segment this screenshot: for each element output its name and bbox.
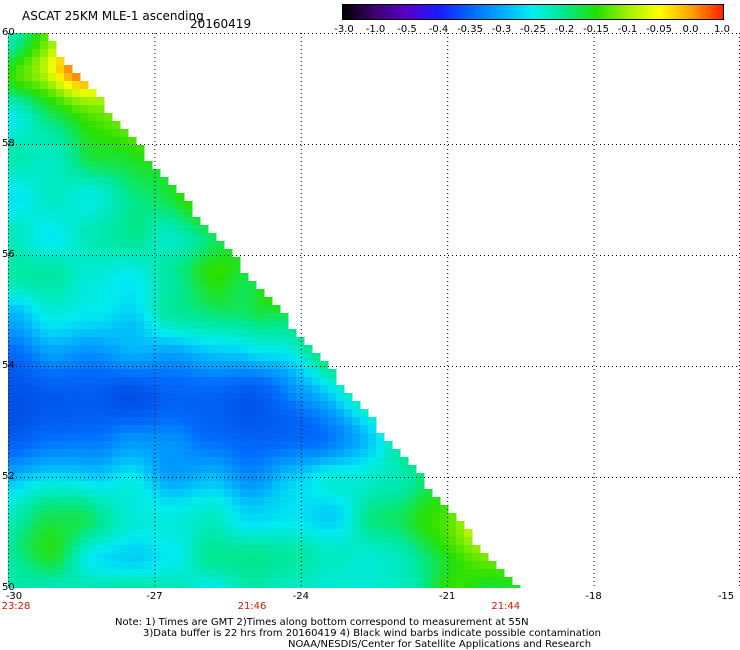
color-scale-tick: -0.15 bbox=[583, 24, 609, 35]
color-scale-tick: -1.0 bbox=[365, 24, 386, 35]
latitude-label: 52 bbox=[2, 471, 15, 482]
swath-data bbox=[8, 33, 521, 588]
latitude-label: 56 bbox=[2, 249, 15, 260]
time-label: 21:46 bbox=[237, 601, 267, 612]
color-scale-tick: -0.4 bbox=[428, 24, 449, 35]
color-scale-bar bbox=[342, 4, 724, 20]
color-scale-tick: -0.35 bbox=[457, 24, 483, 35]
time-label: 21:44 bbox=[491, 601, 521, 612]
color-scale-tick: -0.2 bbox=[554, 24, 575, 35]
latitude-label: 58 bbox=[2, 138, 15, 149]
time-label: 23:28 bbox=[1, 601, 31, 612]
note-line-1: Note: 1) Times are GMT 2)Times along bot… bbox=[115, 617, 529, 628]
longitude-label: -27 bbox=[146, 591, 163, 602]
color-scale-tick: -0.1 bbox=[617, 24, 638, 35]
longitude-label: -21 bbox=[439, 591, 456, 602]
longitude-label: -18 bbox=[585, 591, 602, 602]
longitude-label: -15 bbox=[717, 591, 735, 602]
color-scale-tick: 1.0 bbox=[714, 24, 730, 35]
color-scale-tick: 0.0 bbox=[682, 24, 699, 35]
product-date: 20160419 bbox=[190, 17, 252, 31]
note-line-2: 3)Data buffer is 22 hrs from 20160419 4)… bbox=[143, 628, 601, 639]
latitude-label: 54 bbox=[2, 360, 15, 371]
color-scale-tick: -0.05 bbox=[646, 24, 672, 35]
longitude-label: -24 bbox=[292, 591, 309, 602]
swath-map bbox=[8, 33, 740, 588]
latitude-label: 60 bbox=[2, 27, 15, 38]
longitude-label: -30 bbox=[5, 591, 23, 602]
latitude-label: 50 bbox=[2, 582, 15, 593]
color-scale-tick: -0.5 bbox=[397, 24, 417, 35]
product-title: ASCAT 25KM MLE-1 ascending bbox=[22, 9, 204, 23]
color-scale-tick: -3.0 bbox=[334, 24, 354, 35]
note-line-3: NOAA/NESDIS/Center for Satellite Applica… bbox=[288, 639, 592, 650]
color-scale-tick: -0.25 bbox=[520, 24, 546, 35]
color-scale-tick: -0.3 bbox=[491, 24, 512, 35]
